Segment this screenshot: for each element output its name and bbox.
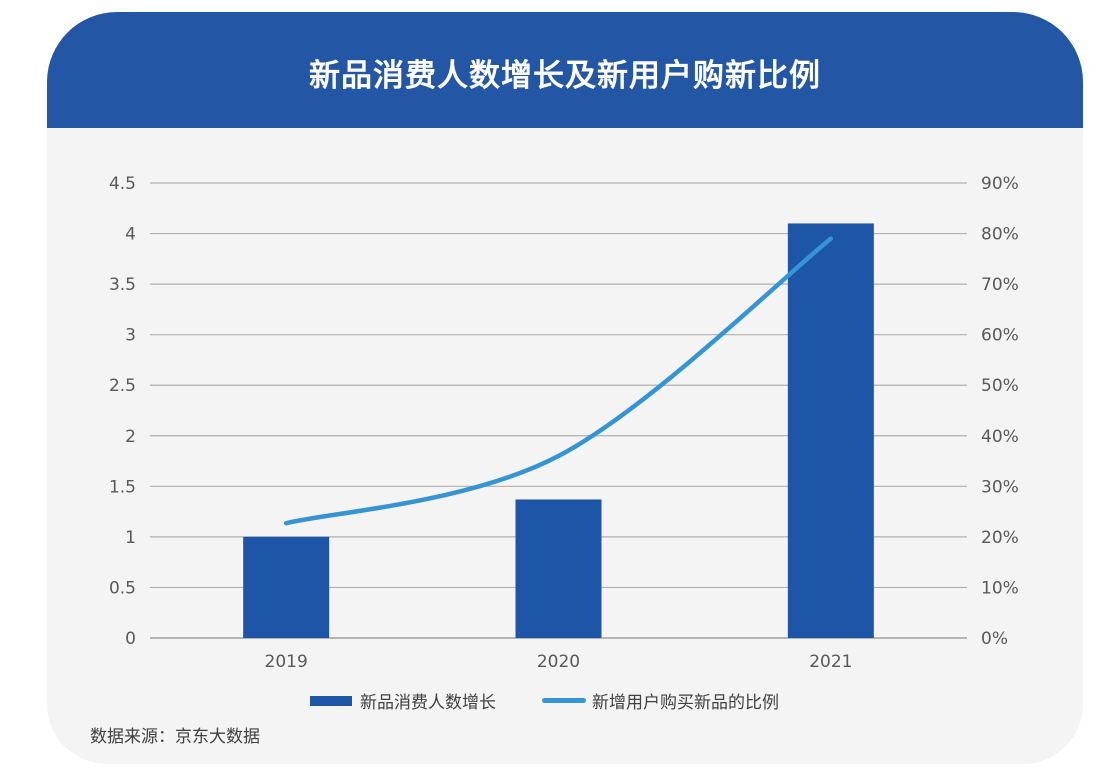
legend-bar-label: 新品消费人数增长 [360, 693, 496, 713]
right-axis-tick: 70% [981, 275, 1019, 295]
left-axis-tick: 3 [125, 326, 136, 346]
left-axis-tick: 2 [125, 427, 136, 447]
right-axis-tick: 20% [981, 528, 1019, 548]
left-axis-tick: 1.5 [109, 477, 136, 497]
right-axis-tick: 90% [981, 174, 1019, 194]
chart-title: 新品消费人数增长及新用户购新比例 [309, 57, 821, 94]
bar-2020 [515, 499, 602, 638]
x-axis-label: 2020 [537, 652, 580, 672]
line-swatch-icon [542, 698, 586, 703]
left-axis-tick: 0 [125, 629, 136, 649]
right-axis-tick: 80% [981, 225, 1019, 245]
left-axis-tick: 2.5 [109, 376, 136, 396]
left-axis-tick: 1 [125, 528, 136, 548]
right-axis-tick: 30% [981, 477, 1019, 497]
legend: 新品消费人数增长 新增用户购买新品的比例 [310, 688, 825, 713]
right-axis-tick: 40% [981, 427, 1019, 447]
title-banner: 新品消费人数增长及新用户购新比例 [47, 12, 1083, 128]
bar-swatch-icon [310, 695, 352, 706]
right-axis-tick: 0% [981, 629, 1008, 649]
ratio-line [283, 236, 834, 526]
legend-item-bar: 新品消费人数增长 [310, 688, 496, 713]
x-axis-label: 2019 [265, 652, 308, 672]
legend-item-line: 新增用户购买新品的比例 [542, 688, 779, 713]
left-axis-tick: 4.5 [109, 174, 136, 194]
left-axis-tick: 3.5 [109, 275, 136, 295]
left-axis-tick: 0.5 [109, 578, 136, 598]
left-axis-tick: 4 [125, 225, 136, 245]
legend-line-label: 新增用户购买新品的比例 [592, 693, 779, 713]
bar-2021 [787, 223, 874, 638]
data-source: 数据来源：京东大数据 [90, 727, 260, 747]
right-axis-tick: 60% [981, 326, 1019, 346]
right-axis-tick: 50% [981, 376, 1019, 396]
right-axis-tick: 10% [981, 578, 1019, 598]
x-axis-label: 2021 [809, 652, 852, 672]
bar-2019 [243, 536, 330, 638]
